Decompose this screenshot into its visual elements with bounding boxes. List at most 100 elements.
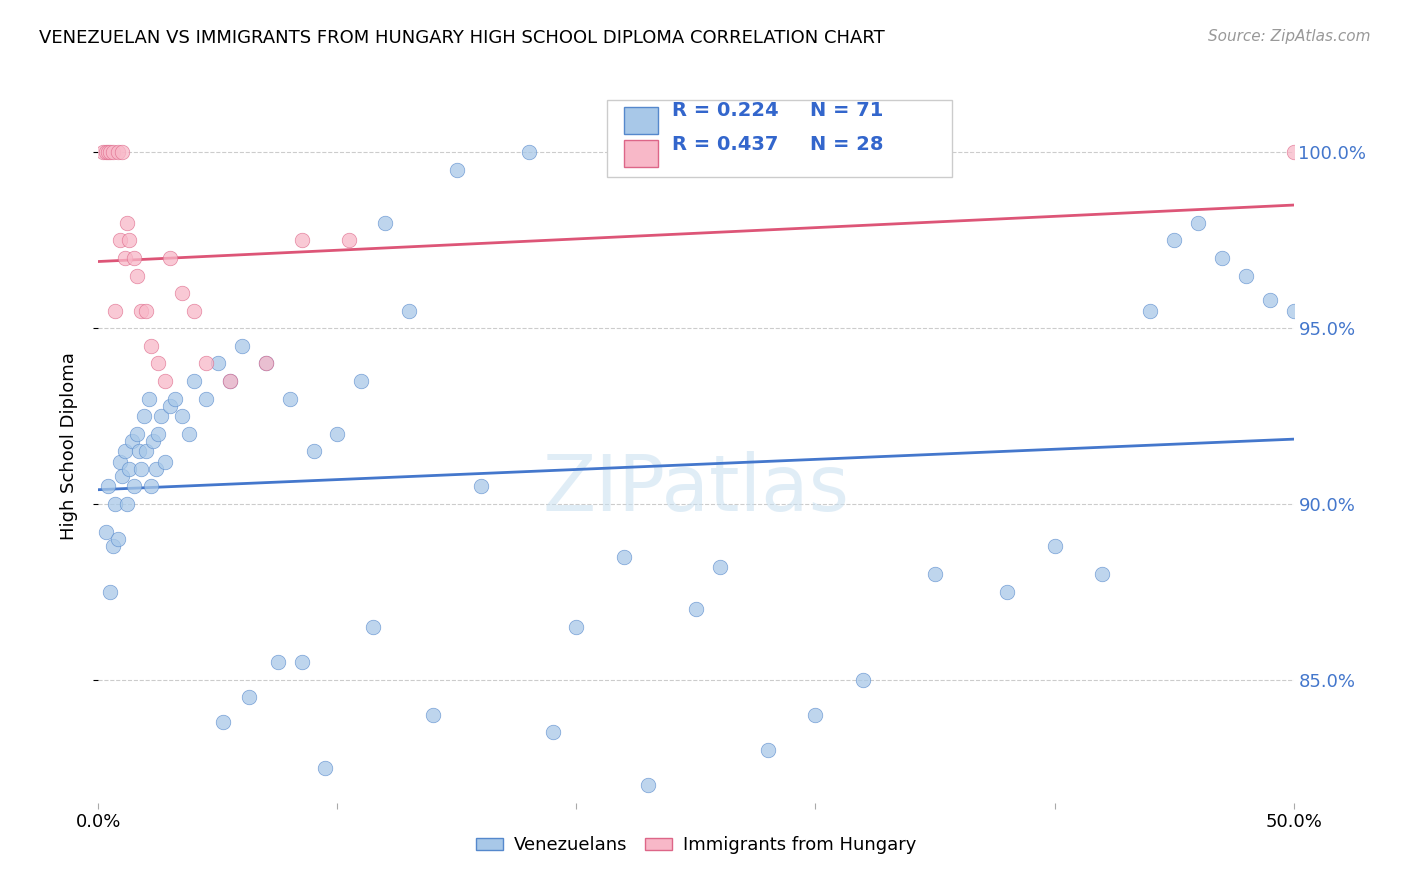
Point xyxy=(107,145,129,160)
Point xyxy=(238,690,260,705)
Point xyxy=(135,303,157,318)
Point xyxy=(101,539,124,553)
Point xyxy=(422,707,444,722)
Point xyxy=(108,455,131,469)
Point xyxy=(852,673,875,687)
Point xyxy=(159,399,181,413)
Text: VENEZUELAN VS IMMIGRANTS FROM HUNGARY HIGH SCHOOL DIPLOMA CORRELATION CHART: VENEZUELAN VS IMMIGRANTS FROM HUNGARY HI… xyxy=(39,29,886,46)
Point xyxy=(114,251,136,265)
Point xyxy=(98,585,122,599)
Point xyxy=(138,392,160,406)
Point xyxy=(398,303,420,318)
Point xyxy=(195,356,218,370)
Point xyxy=(1258,293,1281,307)
Point xyxy=(114,444,136,458)
Point xyxy=(1187,216,1209,230)
Point xyxy=(219,374,242,388)
Point xyxy=(1211,251,1233,265)
Point xyxy=(132,409,155,424)
Point xyxy=(1234,268,1257,283)
Legend: Venezuelans, Immigrants from Hungary: Venezuelans, Immigrants from Hungary xyxy=(468,830,924,862)
Point xyxy=(207,356,229,370)
Point xyxy=(142,434,165,448)
Point xyxy=(637,778,659,792)
Point xyxy=(517,145,540,160)
Point xyxy=(94,525,117,540)
Point xyxy=(804,707,827,722)
Point xyxy=(118,233,141,247)
Point xyxy=(163,392,186,406)
Point xyxy=(104,303,127,318)
Text: R = 0.437: R = 0.437 xyxy=(672,135,779,153)
Point xyxy=(1043,539,1066,553)
Point xyxy=(195,392,218,406)
Text: ZIPatlas: ZIPatlas xyxy=(543,450,849,527)
Text: Source: ZipAtlas.com: Source: ZipAtlas.com xyxy=(1208,29,1371,44)
Text: R = 0.224: R = 0.224 xyxy=(672,101,779,120)
Point xyxy=(291,655,314,669)
Point xyxy=(995,585,1018,599)
Text: N = 71: N = 71 xyxy=(810,101,883,120)
Point xyxy=(613,549,636,564)
Point xyxy=(111,468,134,483)
Point xyxy=(756,743,779,757)
Point xyxy=(131,462,153,476)
Point xyxy=(107,532,129,546)
Point xyxy=(124,251,146,265)
Point xyxy=(155,455,177,469)
Point xyxy=(155,374,177,388)
Point xyxy=(179,426,201,441)
Point xyxy=(219,374,242,388)
Point xyxy=(685,602,707,616)
Point xyxy=(231,339,253,353)
Point xyxy=(91,145,114,160)
Point xyxy=(98,145,122,160)
Point xyxy=(183,374,205,388)
Point xyxy=(104,497,127,511)
Point xyxy=(211,714,233,729)
Point xyxy=(1282,303,1305,318)
Point xyxy=(172,409,194,424)
Point xyxy=(139,339,162,353)
Point xyxy=(267,655,290,669)
Point xyxy=(128,444,150,458)
Point xyxy=(350,374,373,388)
Point xyxy=(1091,567,1114,582)
Point xyxy=(565,620,588,634)
Point xyxy=(278,392,301,406)
Point xyxy=(1282,145,1305,160)
Point xyxy=(148,426,170,441)
Point xyxy=(139,479,162,493)
Point xyxy=(115,216,138,230)
Point xyxy=(97,479,120,493)
Point xyxy=(131,303,153,318)
Point xyxy=(254,356,277,370)
Point xyxy=(125,268,148,283)
Point xyxy=(446,163,468,178)
Point xyxy=(145,462,167,476)
Point xyxy=(470,479,492,493)
Point xyxy=(118,462,141,476)
Point xyxy=(363,620,385,634)
Point xyxy=(326,426,349,441)
Point xyxy=(924,567,946,582)
Point xyxy=(149,409,172,424)
Point xyxy=(97,145,120,160)
Point xyxy=(148,356,170,370)
Point xyxy=(254,356,277,370)
Point xyxy=(1163,233,1185,247)
Point xyxy=(159,251,181,265)
Point xyxy=(125,426,148,441)
Point xyxy=(101,145,124,160)
Y-axis label: High School Diploma: High School Diploma xyxy=(59,352,77,540)
Point xyxy=(172,286,194,301)
Point xyxy=(94,145,117,160)
Point xyxy=(374,216,396,230)
Point xyxy=(124,479,146,493)
Point xyxy=(183,303,205,318)
Point xyxy=(302,444,325,458)
Text: N = 28: N = 28 xyxy=(810,135,883,153)
Point xyxy=(291,233,314,247)
Point xyxy=(315,761,337,775)
Point xyxy=(541,725,564,739)
